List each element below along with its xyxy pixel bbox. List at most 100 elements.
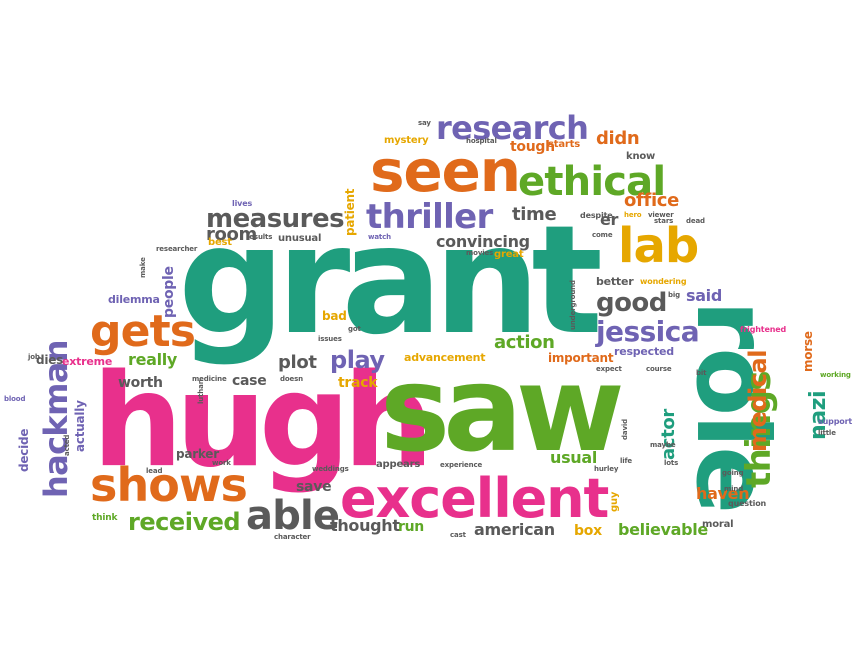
word-important: important <box>548 351 614 365</box>
word-stars: stars <box>654 217 674 225</box>
word-think: think <box>92 513 118 523</box>
word-office: office <box>624 190 679 211</box>
word-hugh: hugh <box>92 347 434 496</box>
word-come: come <box>592 231 613 239</box>
word-track: track <box>338 375 378 391</box>
word-american: american <box>474 520 555 539</box>
word-watch: watch <box>368 233 391 241</box>
word-despite: despite <box>580 211 613 220</box>
word-grant: grant <box>178 194 603 368</box>
word-guy: guy <box>609 491 620 512</box>
word-thriller: thriller <box>366 197 493 237</box>
word-er: er <box>600 210 619 229</box>
word-dilemma: dilemma <box>108 293 160 306</box>
word-experience: experience <box>440 461 483 469</box>
word-box: box <box>574 523 602 539</box>
word-lots: lots <box>664 459 679 467</box>
word-movies: movies <box>466 249 494 257</box>
word-david: david <box>621 418 629 440</box>
word-make: make <box>139 257 147 278</box>
word-issues: issues <box>318 335 342 343</box>
word-acted: acted <box>63 434 71 456</box>
word-blood: blood <box>4 395 26 403</box>
word-case: case <box>232 373 267 389</box>
word-parker: parker <box>176 447 219 461</box>
word-hurley: hurley <box>594 465 619 473</box>
word-wondering: wondering <box>640 277 687 286</box>
word-action: action <box>494 332 555 353</box>
word-better: better <box>596 275 634 288</box>
word-character: character <box>274 533 311 541</box>
word-viewer: viewer <box>648 211 674 219</box>
word-work: work <box>212 459 231 467</box>
word-worth: worth <box>118 375 163 391</box>
word-best: best <box>208 237 232 248</box>
word-doesn: doesn <box>280 375 304 383</box>
word-little: little <box>818 429 836 437</box>
word-bit: bit <box>696 369 707 377</box>
word-really: really <box>128 350 178 369</box>
word-ethical: ethical <box>518 159 666 205</box>
word-starts: starts <box>548 139 580 150</box>
word-appears: appears <box>376 459 421 470</box>
word-saw: saw <box>380 340 625 478</box>
word-expect: expect <box>596 365 622 373</box>
word-morse: morse <box>801 331 815 372</box>
word-great: great <box>494 249 524 260</box>
word-measures: measures <box>206 204 345 234</box>
word-going: going <box>722 469 744 477</box>
word-said: said <box>686 286 722 305</box>
word-life: life <box>620 457 633 465</box>
word-play: play <box>330 346 385 374</box>
word-received: received <box>128 508 241 536</box>
word-underground: underground <box>569 280 577 330</box>
word-usual: usual <box>550 448 597 467</box>
word-gets: gets <box>90 306 196 357</box>
word-weddings: weddings <box>312 465 349 473</box>
word-mystery: mystery <box>384 135 429 146</box>
word-good: good <box>596 288 667 318</box>
word-bad: bad <box>322 309 347 323</box>
word-dead: dead <box>686 217 705 225</box>
word-excellent: excellent <box>340 467 609 530</box>
word-shows: shows <box>90 458 248 512</box>
word-researcher: researcher <box>156 245 198 253</box>
word-run: run <box>398 519 424 535</box>
word-working: working <box>820 371 851 379</box>
word-save: save <box>296 479 332 495</box>
word-decide: decide <box>17 428 31 472</box>
word-moral: moral <box>702 519 734 530</box>
word-hospital: hospital <box>466 137 497 145</box>
word-say: say <box>418 119 431 127</box>
word-frightened: frightened <box>740 325 787 334</box>
word-unusual: unusual <box>278 233 322 244</box>
word-research: research <box>436 109 589 147</box>
word-convincing: convincing <box>436 232 530 251</box>
word-people: people <box>161 266 177 318</box>
word-hero: hero <box>624 211 642 219</box>
word-support: support <box>818 417 853 426</box>
word-respected: respected <box>614 345 674 358</box>
word-patient: patient <box>343 188 357 236</box>
word-big: big <box>668 291 681 299</box>
word-room: room <box>206 224 257 245</box>
word-lead: lead <box>146 467 163 475</box>
word-actually: actually <box>73 400 87 452</box>
word-actor: actor <box>658 409 679 460</box>
word-believable: believable <box>618 520 708 539</box>
word-able: able <box>246 493 340 539</box>
word-job: job <box>28 353 40 361</box>
word-maybe: maybe <box>650 441 676 449</box>
word-question: question <box>728 499 767 508</box>
word-advancement: advancement <box>404 351 486 364</box>
word-didn: didn <box>596 128 640 149</box>
word-tough: tough <box>510 139 555 155</box>
word-lab: lab <box>618 218 699 274</box>
word-seen: seen <box>370 137 521 205</box>
word-mind: mind <box>724 485 744 493</box>
word-cast: cast <box>450 531 466 539</box>
word-lives: lives <box>232 199 253 208</box>
word-plot: plot <box>278 352 317 373</box>
word-thought: thought <box>330 516 400 535</box>
